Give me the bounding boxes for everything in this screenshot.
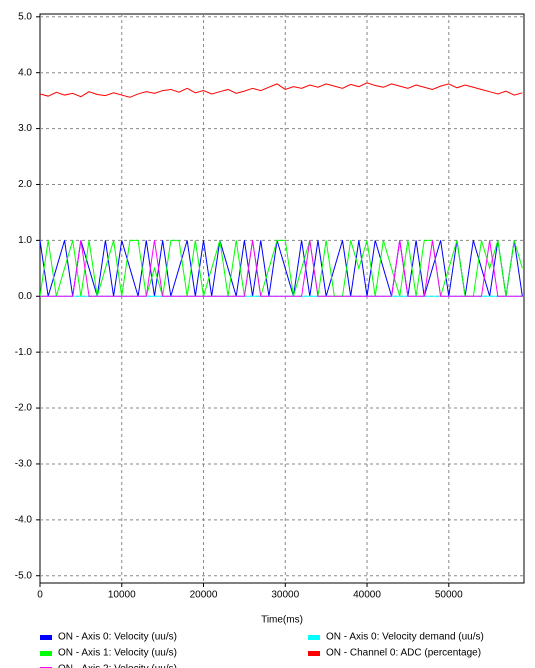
x-tick-label: 0 — [37, 590, 43, 601]
legend-label: ON - Channel 0: ADC (percentage) — [326, 648, 481, 659]
series-line — [40, 240, 523, 297]
y-tick-label: 4.0 — [18, 67, 32, 78]
y-tick-label: 0.0 — [18, 291, 32, 302]
series-line — [40, 82, 523, 98]
y-tick-label: 2.0 — [18, 179, 32, 190]
x-tick-label: 10000 — [108, 590, 136, 601]
legend-label: ON - Axis 1: Velocity (uu/s) — [58, 648, 177, 659]
x-tick-label: 20000 — [190, 590, 218, 601]
y-tick-label: -2.0 — [15, 403, 33, 414]
legend-label: ON - Axis 2: Velocity (uu/s) — [58, 664, 177, 668]
series-line — [40, 240, 523, 297]
x-axis-label: Time(ms) — [261, 615, 303, 626]
plot-frame — [39, 13, 525, 584]
plot-area — [40, 82, 523, 297]
y-tick-label: -1.0 — [15, 347, 33, 358]
y-tick-label: -5.0 — [15, 570, 33, 581]
x-tick-label: 50000 — [435, 590, 463, 601]
y-tick-label: 5.0 — [18, 11, 32, 22]
y-tick-label: 3.0 — [18, 123, 32, 134]
y-tick-label: -4.0 — [15, 514, 33, 525]
legend-label: ON - Axis 0: Velocity (uu/s) — [58, 632, 177, 643]
legend-swatch — [40, 651, 52, 656]
legend-swatch — [40, 635, 52, 640]
series-line — [40, 239, 523, 297]
legend-label: ON - Axis 0: Velocity demand (uu/s) — [326, 632, 484, 643]
x-tick-label: 40000 — [353, 590, 381, 601]
legend-swatch — [308, 651, 320, 656]
legend-swatch — [308, 635, 320, 640]
x-tick-label: 30000 — [271, 590, 299, 601]
y-tick-label: 1.0 — [18, 235, 32, 246]
y-tick-label: -3.0 — [15, 459, 33, 470]
